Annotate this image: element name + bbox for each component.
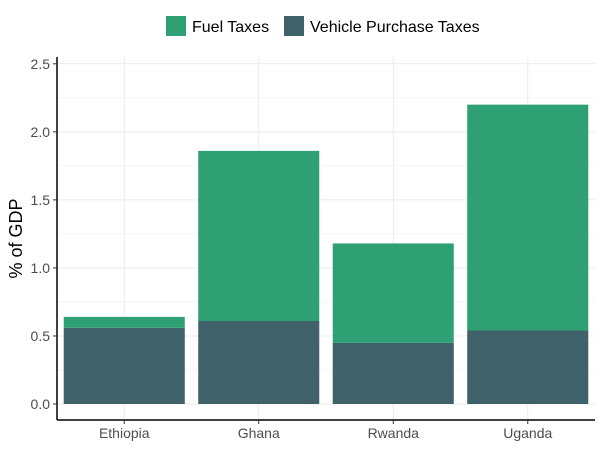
legend-swatch-1: [284, 16, 304, 36]
x-tick-label-0: Ethiopia: [99, 425, 150, 441]
y-tick-label-2: 1.0: [31, 260, 51, 276]
x-tick-label-2: Rwanda: [368, 425, 420, 441]
bar-ghana-fuel-taxes: [198, 150, 320, 321]
y-tick-label-1: 0.5: [31, 328, 51, 344]
y-tick-label-5: 2.5: [31, 56, 51, 72]
x-tick-label-3: Uganda: [503, 425, 552, 441]
y-tick-label-3: 1.5: [31, 192, 51, 208]
bar-rwanda-fuel-taxes: [332, 243, 454, 343]
y-tick-label-0: 0.0: [31, 396, 51, 412]
bar-ethiopia-vehicle-purchase-taxes: [63, 327, 185, 404]
bar-rwanda-vehicle-purchase-taxes: [332, 342, 454, 404]
y-tick-label-4: 2.0: [31, 124, 51, 140]
y-axis-ticks: 0.0 0.5 1.0 1.5 2.0 2.5: [31, 56, 57, 412]
bar-ethiopia-fuel-taxes: [63, 316, 185, 328]
bar-uganda-fuel-taxes: [467, 104, 589, 331]
x-tick-label-1: Ghana: [238, 425, 280, 441]
bar-ghana-vehicle-purchase-taxes: [198, 320, 320, 404]
bar-uganda-vehicle-purchase-taxes: [467, 330, 589, 404]
y-axis-title: % of GDP: [6, 198, 26, 278]
legend: Fuel Taxes Vehicle Purchase Taxes: [166, 16, 480, 36]
legend-label-1: Vehicle Purchase Taxes: [310, 19, 480, 36]
x-axis-ticks: Ethiopia Ghana Rwanda Uganda: [99, 420, 552, 441]
bars: [63, 104, 589, 404]
legend-swatch-0: [166, 16, 186, 36]
legend-label-0: Fuel Taxes: [192, 19, 269, 36]
axes: [56, 57, 595, 421]
